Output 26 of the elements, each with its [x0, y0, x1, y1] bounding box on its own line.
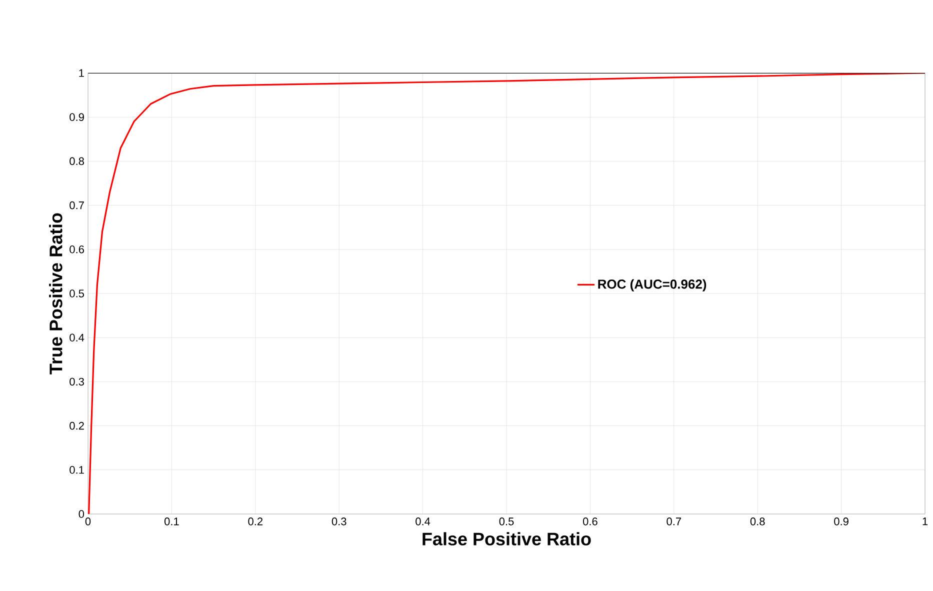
x-tick-label: 0.4: [416, 518, 430, 526]
x-tick-label: 0.8: [750, 518, 765, 526]
y-tick-label: 0.7: [70, 201, 84, 210]
y-tick-label: 0: [78, 510, 84, 518]
y-tick-label: 0.8: [70, 157, 84, 166]
legend-label: ROC (AUC=0.962): [598, 279, 706, 292]
x-axis-title: False Positive Ratio: [422, 532, 591, 546]
y-tick-label: 0.4: [70, 334, 84, 342]
line-series: [88, 72, 926, 514]
x-tick-label: 0.3: [332, 518, 346, 526]
x-tick-label: 0.1: [164, 518, 179, 526]
x-tick-label: 0.9: [834, 518, 848, 526]
y-tick-label: 0.9: [70, 113, 84, 121]
x-tick-label: 0.2: [248, 518, 262, 526]
y-tick-label: 0.1: [70, 466, 84, 474]
y-tick-label: 0.3: [70, 378, 84, 386]
y-tick-label: 1: [79, 69, 84, 77]
y-axis-title: True Positive Ratio: [49, 213, 62, 374]
x-tick-label: 1: [922, 518, 928, 526]
y-tick-label: 0.6: [70, 246, 84, 254]
x-tick-label: 0.7: [666, 518, 682, 526]
x-tick-label: 0.5: [499, 518, 514, 526]
y-tick-label: 0.2: [70, 422, 84, 430]
x-tick-label: 0.6: [582, 518, 598, 526]
y-tick-label: 0.5: [70, 290, 84, 298]
x-tick-label: 0: [85, 518, 91, 526]
